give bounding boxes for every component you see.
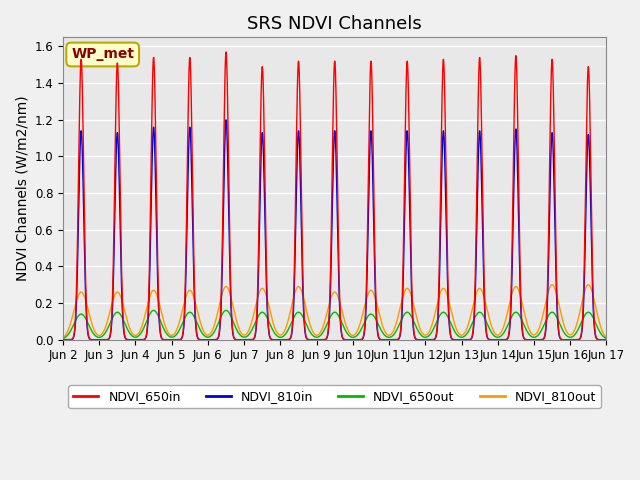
- Y-axis label: NDVI Channels (W/m2/nm): NDVI Channels (W/m2/nm): [15, 96, 29, 281]
- Title: SRS NDVI Channels: SRS NDVI Channels: [247, 15, 422, 33]
- Text: WP_met: WP_met: [71, 48, 134, 61]
- Legend: NDVI_650in, NDVI_810in, NDVI_650out, NDVI_810out: NDVI_650in, NDVI_810in, NDVI_650out, NDV…: [68, 385, 601, 408]
